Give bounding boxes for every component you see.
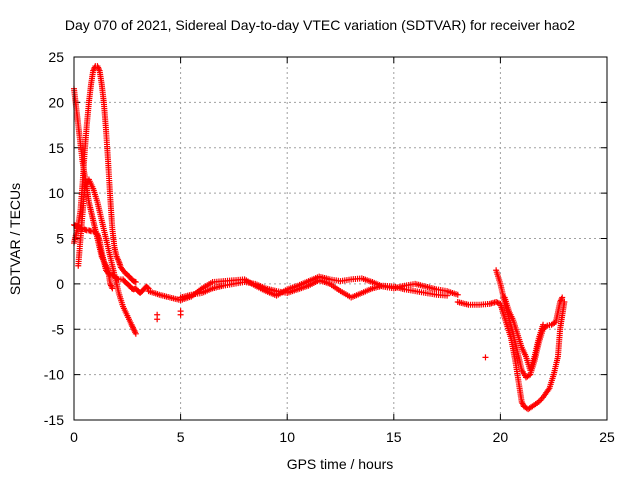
series-2 — [71, 63, 139, 286]
x-tick-label: 10 — [279, 429, 295, 445]
data-point — [482, 354, 489, 361]
data-series — [71, 63, 568, 413]
y-tick-label: -5 — [52, 321, 65, 337]
data-point — [540, 321, 547, 328]
x-tick-label: 25 — [599, 429, 615, 445]
series-7 — [454, 299, 568, 413]
data-point — [109, 285, 116, 292]
data-point — [494, 299, 501, 306]
series-3 — [75, 176, 139, 337]
y-tick-label: 10 — [48, 185, 64, 201]
data-point — [454, 291, 461, 298]
y-tick-label: 20 — [48, 94, 64, 110]
y-tick-label: 0 — [56, 276, 64, 292]
y-tick-label: 25 — [48, 49, 64, 65]
series-9 — [501, 294, 547, 374]
data-point — [132, 279, 139, 286]
plot-frame — [73, 56, 608, 421]
y-tick-label: 15 — [48, 140, 64, 156]
x-tick-label: 15 — [386, 429, 402, 445]
y-tick-label: 5 — [56, 231, 64, 247]
data-point — [154, 316, 161, 323]
series-4 — [154, 308, 489, 361]
tick-labels: 0 5 10 15 20 25 25 20 15 10 5 0 -5 -10 -15 — [44, 49, 615, 445]
data-point — [132, 330, 139, 337]
chart-title: Day 070 of 2021, Sidereal Day-to-day VTE… — [64, 17, 576, 33]
x-tick-label: 5 — [177, 429, 185, 445]
y-tick-label: -10 — [44, 367, 64, 383]
series-6 — [145, 273, 461, 304]
x-tick-label: 0 — [70, 429, 78, 445]
x-tick-label: 20 — [493, 429, 509, 445]
y-tick-label: -15 — [44, 412, 64, 428]
data-point — [177, 311, 184, 318]
data-point — [106, 270, 113, 277]
data-point — [559, 294, 566, 301]
x-axis-label: GPS time / hours — [286, 456, 394, 472]
grid-lines — [74, 57, 607, 420]
data-point — [144, 284, 151, 291]
